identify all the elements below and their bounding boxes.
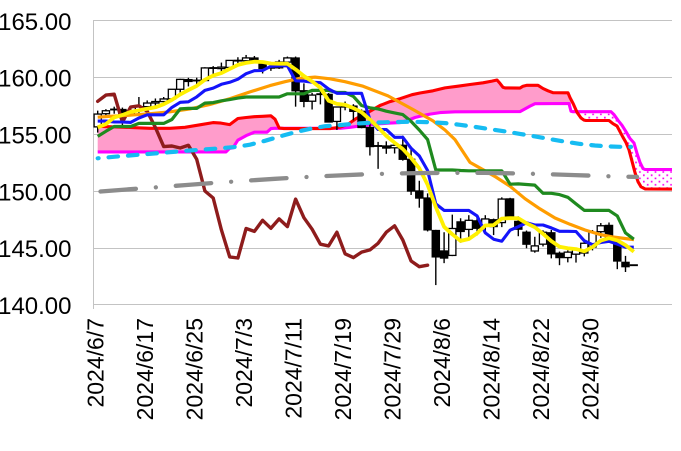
svg-text:155.00: 155.00: [0, 123, 72, 150]
svg-text:2024/6/25: 2024/6/25: [182, 318, 208, 420]
svg-text:2024/7/29: 2024/7/29: [380, 318, 406, 420]
svg-text:150.00: 150.00: [0, 179, 72, 206]
svg-text:2024/8/30: 2024/8/30: [577, 318, 603, 420]
svg-text:2024/6/17: 2024/6/17: [132, 318, 158, 420]
svg-text:2024/7/3: 2024/7/3: [231, 318, 257, 408]
svg-text:160.00: 160.00: [0, 66, 72, 93]
svg-text:2024/8/22: 2024/8/22: [528, 318, 554, 420]
svg-text:2024/7/11: 2024/7/11: [281, 318, 307, 419]
svg-text:165.00: 165.00: [0, 9, 72, 36]
svg-text:2024/8/6: 2024/8/6: [429, 318, 455, 408]
svg-text:2024/8/14: 2024/8/14: [479, 318, 505, 421]
svg-text:2024/7/19: 2024/7/19: [330, 318, 356, 420]
svg-text:2024/6/7: 2024/6/7: [83, 318, 109, 408]
svg-text:145.00: 145.00: [0, 236, 72, 263]
svg-text:140.00: 140.00: [0, 293, 72, 320]
